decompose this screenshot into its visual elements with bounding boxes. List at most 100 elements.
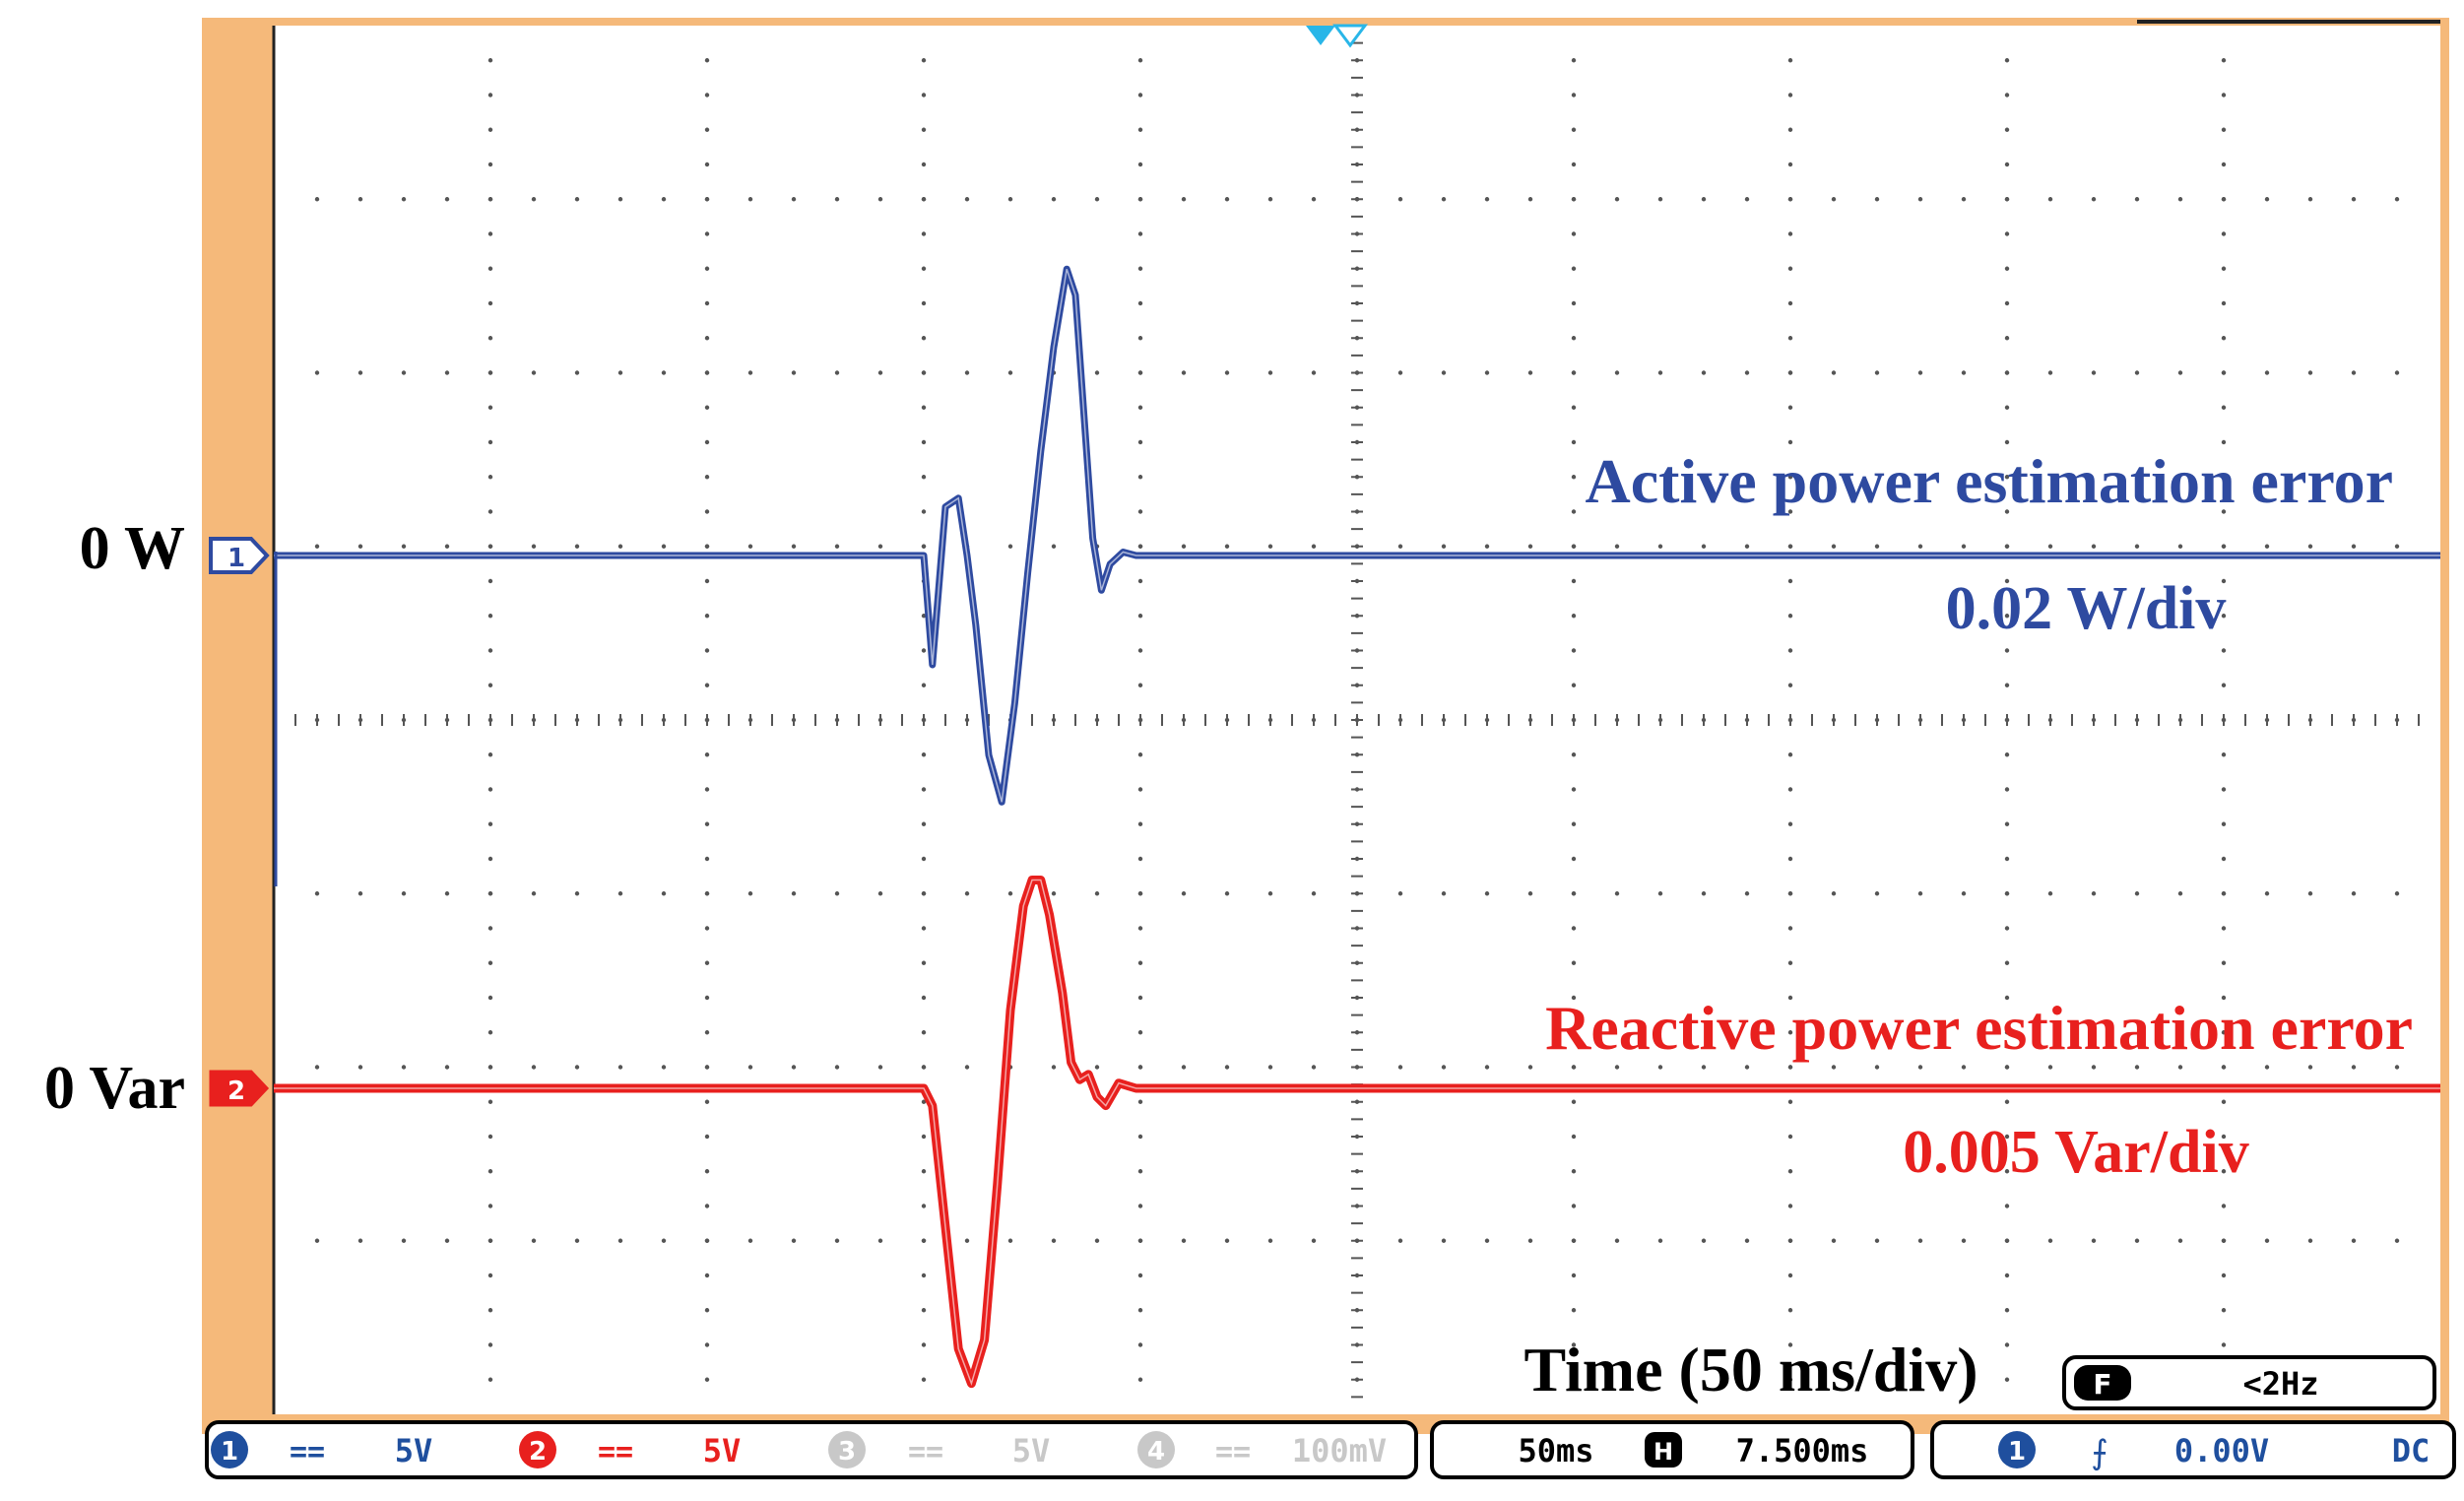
grid-dot <box>704 300 710 306</box>
grid-dot <box>487 231 493 236</box>
grid-dot <box>1744 891 1750 896</box>
grid-dot <box>1614 891 1620 896</box>
grid-dot <box>1571 300 1577 306</box>
grid-dot <box>921 1204 927 1208</box>
grid-dot <box>1137 439 1143 445</box>
grid-dot <box>921 300 927 306</box>
grid-dot <box>2221 475 2227 480</box>
grid-dot <box>487 93 493 98</box>
grid-dot <box>704 336 710 341</box>
grid-dot <box>1051 1065 1057 1070</box>
grid-dot <box>964 370 970 375</box>
grid-dot <box>2221 1308 2227 1313</box>
grid-dot <box>921 1134 927 1140</box>
grid-dot <box>1831 197 1837 202</box>
grid-dot <box>704 856 710 862</box>
grid-dot <box>1787 370 1793 375</box>
grid-dot <box>834 544 840 549</box>
grid-dot <box>1224 1065 1230 1070</box>
status-ch3[interactable]: 3 == 5V <box>828 1431 1050 1469</box>
hold-icon: H <box>1653 1438 1673 1466</box>
grid-dot <box>444 891 450 896</box>
grid-dot <box>1181 197 1187 202</box>
grid-dot <box>2307 1065 2313 1070</box>
grid-dot <box>2004 127 2010 132</box>
ch1-ground-marker: 1 <box>209 537 270 574</box>
grid-dot <box>1137 578 1143 584</box>
grid-dot <box>2004 1030 2010 1035</box>
grid-dot <box>2221 197 2227 202</box>
trigger-level: 0.00V <box>2174 1432 2269 1469</box>
grid-dot <box>617 891 623 896</box>
grid-dot <box>444 1238 450 1243</box>
grid-dot <box>921 821 927 826</box>
grid-dot <box>2221 1065 2227 1070</box>
grid-dot <box>617 370 623 375</box>
grid-dot <box>1007 1238 1013 1243</box>
grid-dot <box>2004 787 2010 792</box>
trace-ch1-highlight <box>274 268 2440 803</box>
grid-dot <box>487 127 493 132</box>
grid-dot <box>704 578 710 584</box>
grid-dot <box>834 1065 840 1070</box>
grid-dot <box>1787 1342 1793 1347</box>
grid-dot <box>2177 370 2183 375</box>
status-ch2[interactable]: 2 == 5V <box>519 1431 741 1469</box>
grid-dot <box>1571 1030 1577 1035</box>
grid-dot <box>964 1238 970 1243</box>
trigger-mode-box: F <2Hz <box>2062 1355 2436 1410</box>
grid-dot <box>1787 1169 1793 1174</box>
grid-dot <box>704 1273 710 1278</box>
grid-dot <box>1614 544 1620 549</box>
grid-dot <box>2004 93 2010 98</box>
status-trigger[interactable]: 1 ⨍ 0.00V DC <box>1998 1431 2430 1472</box>
grid-dot <box>2221 960 2227 965</box>
grid-dot <box>747 544 753 549</box>
grid-dot <box>2134 1238 2140 1243</box>
grid-dot <box>1571 683 1577 687</box>
grid-dot <box>704 127 710 132</box>
grid-dot <box>1571 197 1577 202</box>
grid-dot <box>314 544 320 549</box>
grid-dot <box>921 197 927 202</box>
grid-dot <box>1831 1238 1837 1243</box>
grid-dot <box>1007 544 1013 549</box>
grid-dot <box>2091 891 2097 896</box>
grid-dot <box>2177 891 2183 896</box>
grid-dot <box>921 614 927 619</box>
grid-dot <box>1441 1238 1447 1243</box>
grid-dot <box>661 891 667 896</box>
grid-dot <box>1874 544 1880 549</box>
ch1-offset-label: 0 W <box>80 515 185 582</box>
grid-dot <box>357 1238 363 1243</box>
trace-ch2-highlight <box>274 879 2440 1386</box>
grid-dot <box>921 1099 927 1104</box>
status-ch2-volts: 5V <box>703 1432 742 1469</box>
grid-dot <box>1137 93 1143 98</box>
grid-dot <box>487 58 493 63</box>
grid-dot <box>921 856 927 862</box>
grid-dot <box>704 995 710 1001</box>
grid-dot <box>1571 578 1577 584</box>
grid-dot <box>487 439 493 445</box>
grid-dot <box>1137 231 1143 236</box>
grid-dot <box>2221 300 2227 306</box>
grid-dot <box>1311 370 1317 375</box>
status-ch4[interactable]: 4 == 100mV <box>1137 1431 1387 1469</box>
status-timebase[interactable]: 50ms H 7.500ms <box>1518 1432 1868 1469</box>
status-ch1[interactable]: 1 == 5V <box>211 1431 432 1469</box>
grid-dot <box>1571 162 1577 167</box>
grid-dot <box>921 1169 927 1174</box>
grid-dot <box>704 1134 710 1140</box>
grid-dot <box>1571 544 1577 549</box>
grid-dot <box>2394 891 2400 896</box>
grid-dot <box>704 891 710 896</box>
grid-dot <box>574 1065 580 1070</box>
grid-dot <box>704 821 710 826</box>
grid-dot <box>704 926 710 931</box>
grid-dot <box>921 58 927 63</box>
grid-dot <box>1917 197 1923 202</box>
grid-dot <box>444 197 450 202</box>
grid-dot <box>2177 1065 2183 1070</box>
grid-dot <box>487 336 493 341</box>
